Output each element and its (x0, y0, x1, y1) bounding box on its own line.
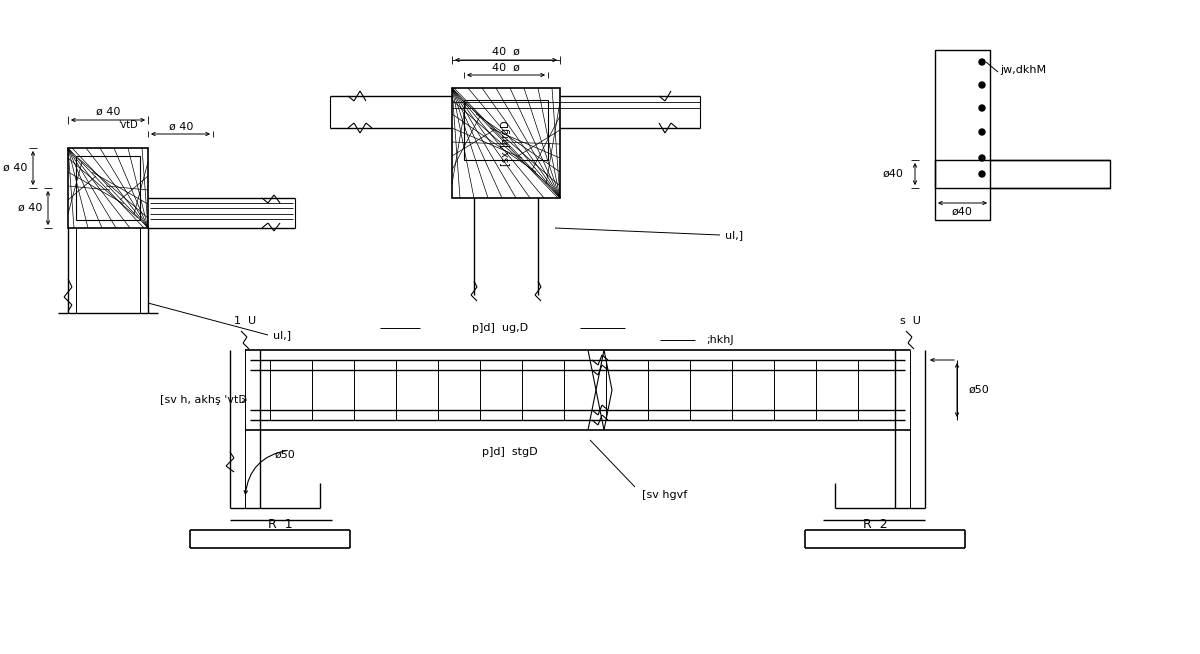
Text: ;hkhJ: ;hkhJ (706, 335, 734, 345)
Text: s  U: s U (900, 316, 920, 326)
Text: 40  ø: 40 ø (492, 47, 520, 57)
Bar (935, 50, 990, 220)
Text: p]d]  stgD: p]d] stgD (482, 447, 538, 457)
Bar (935, 160, 1110, 188)
Text: 'vtD: 'vtD (118, 120, 138, 130)
Text: ø40: ø40 (952, 207, 973, 217)
Text: ø 40: ø 40 (2, 163, 28, 173)
Text: 40  ø: 40 ø (492, 63, 520, 73)
Bar (452, 88, 560, 198)
Bar (76, 156, 140, 220)
Text: jw,dkhM: jw,dkhM (1000, 65, 1046, 75)
Text: ul,]: ul,] (274, 330, 292, 340)
Circle shape (979, 129, 985, 135)
Circle shape (979, 59, 985, 65)
Text: R  2: R 2 (863, 517, 887, 530)
Text: ø50: ø50 (968, 385, 989, 395)
Circle shape (979, 155, 985, 161)
Circle shape (979, 171, 985, 177)
Bar (464, 100, 548, 160)
Text: ø40: ø40 (882, 169, 904, 179)
Text: [sv h, akhş 'vtD: [sv h, akhş 'vtD (160, 395, 247, 405)
Circle shape (979, 82, 985, 88)
Text: ø 40: ø 40 (169, 122, 193, 132)
Text: ul,]: ul,] (725, 230, 743, 240)
Text: p]d]  ug,D: p]d] ug,D (472, 323, 528, 333)
Text: ø 40: ø 40 (96, 107, 120, 117)
Text: R  1: R 1 (268, 517, 293, 530)
Circle shape (979, 105, 985, 111)
Text: ø50: ø50 (275, 450, 295, 460)
Text: 1  U: 1 U (234, 316, 256, 326)
Text: [sx ]hrgD: [sx ]hrgD (502, 120, 511, 166)
Text: [sv hgvf: [sv hgvf (642, 490, 688, 500)
Bar (68, 148, 148, 228)
Text: ø 40: ø 40 (18, 203, 42, 213)
